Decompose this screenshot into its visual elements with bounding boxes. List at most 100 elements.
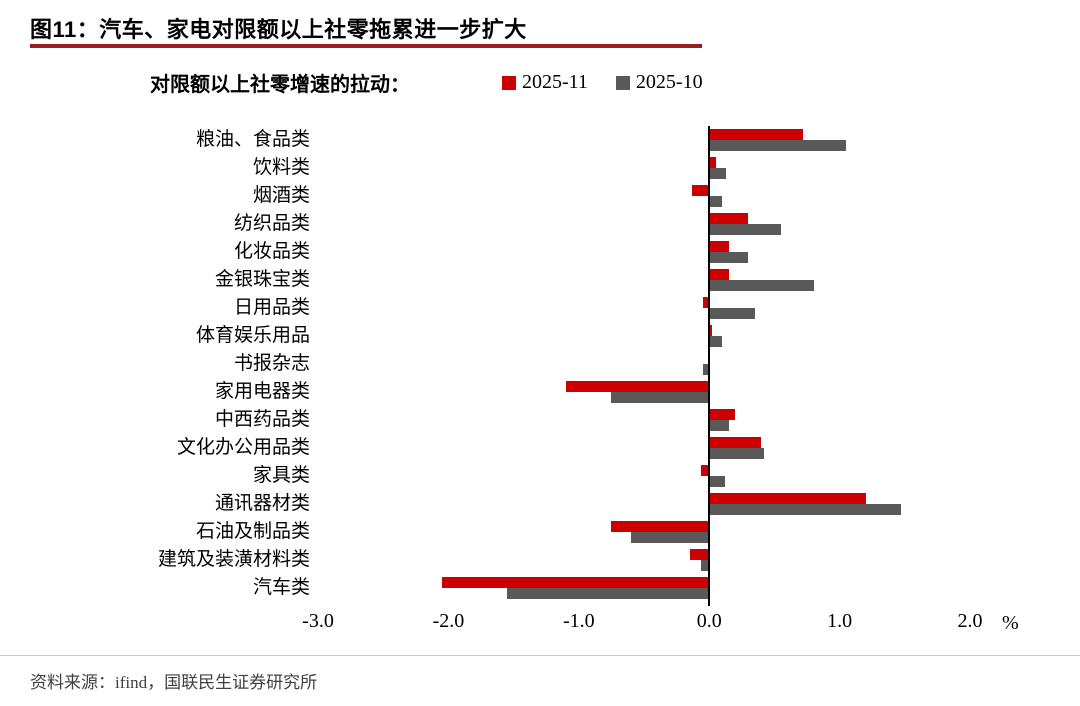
category-label: 建筑及装潢材料类 — [157, 549, 310, 570]
bar-2025-11 — [689, 549, 710, 560]
row-plot — [318, 574, 970, 602]
chart-row: 文化办公用品类 — [40, 434, 970, 462]
bar-2025-10 — [709, 252, 749, 263]
chart-row: 通讯器材类 — [40, 490, 970, 518]
bar-2025-10 — [709, 504, 901, 515]
bar-2025-11 — [611, 521, 710, 532]
bar-2025-11 — [565, 381, 710, 392]
row-plot — [318, 350, 970, 378]
axis-unit-label: % — [1002, 612, 1019, 634]
chart-row: 书报杂志 — [40, 350, 970, 378]
chart-row: 石油及制品类 — [40, 518, 970, 546]
row-plot — [318, 462, 970, 490]
bar-2025-10 — [630, 532, 710, 543]
category-label: 化妆品类 — [233, 241, 310, 262]
bar-2025-10 — [709, 476, 725, 487]
legend-item-2025-10: 2025-10 — [615, 71, 703, 94]
row-plot — [318, 406, 970, 434]
bar-2025-10 — [701, 560, 710, 571]
category-label: 纺织品类 — [233, 213, 310, 234]
chart-row: 粮油、食品类 — [40, 126, 970, 154]
category-label: 家用电器类 — [214, 381, 310, 402]
bar-2025-10 — [709, 140, 847, 151]
category-label: 家具类 — [252, 465, 310, 486]
figure-title: 图11：汽车、家电对限额以上社零拖累进一步扩大 — [30, 17, 527, 42]
bar-2025-11 — [709, 157, 716, 168]
chart-row: 饮料类 — [40, 154, 970, 182]
category-label: 汽车类 — [252, 577, 310, 598]
chart-row: 家具类 — [40, 462, 970, 490]
chart-row: 体育娱乐用品 — [40, 322, 970, 350]
bar-2025-10 — [709, 280, 814, 291]
row-plot — [318, 238, 970, 266]
bar-2025-10 — [709, 168, 727, 179]
chart-caption: 对限额以上社零增速的拉动： — [150, 74, 410, 96]
title-underline — [30, 44, 702, 48]
bar-2025-10 — [702, 364, 710, 375]
bar-2025-10 — [709, 308, 755, 319]
category-label: 石油及制品类 — [195, 521, 310, 542]
x-tick: -3.0 — [302, 610, 334, 632]
legend-swatch-red — [502, 75, 516, 90]
bar-2025-10 — [709, 420, 729, 431]
bar-2025-10 — [709, 448, 764, 459]
footer-divider — [0, 655, 1080, 656]
source-note: 资料来源：ifind，国联民生证券研究所 — [30, 673, 318, 692]
row-plot — [318, 126, 970, 154]
category-label: 烟酒类 — [252, 185, 310, 206]
category-label: 通讯器材类 — [214, 493, 310, 514]
legend-item-2025-11: 2025-11 — [502, 71, 588, 94]
bar-2025-11 — [709, 213, 749, 224]
chart-row: 日用品类 — [40, 294, 970, 322]
plot: 粮油、食品类饮料类烟酒类纺织品类化妆品类金银珠宝类日用品类体育娱乐用品书报杂志家… — [40, 126, 970, 606]
chart-row: 金银珠宝类 — [40, 266, 970, 294]
chart-row: 家用电器类 — [40, 378, 970, 406]
bar-2025-11 — [441, 577, 710, 588]
row-plot — [318, 210, 970, 238]
row-plot — [318, 266, 970, 294]
x-tick: -2.0 — [432, 610, 465, 632]
bar-2025-11 — [692, 185, 710, 196]
row-plot — [318, 154, 970, 182]
x-axis: -3.0 -2.0 -1.0 0.0 1.0 2.0 — [302, 610, 982, 636]
x-tick: 1.0 — [827, 610, 853, 632]
legend-label: 2025-11 — [522, 71, 588, 93]
legend-swatch-gray — [615, 75, 630, 90]
zero-axis-line — [708, 126, 711, 606]
bar-2025-11 — [709, 493, 866, 504]
plot-rows: 粮油、食品类饮料类烟酒类纺织品类化妆品类金银珠宝类日用品类体育娱乐用品书报杂志家… — [40, 126, 970, 602]
bar-2025-10 — [709, 336, 723, 347]
row-plot — [318, 434, 970, 462]
category-label: 中西药品类 — [214, 409, 310, 430]
bar-2025-11 — [709, 325, 712, 336]
chart-row: 建筑及装潢材料类 — [40, 546, 970, 574]
bar-2025-11 — [709, 437, 762, 448]
legend-row: 对限额以上社零增速的拉动： 2025-11 2025-10 — [150, 68, 731, 97]
x-tick: 0.0 — [696, 610, 722, 632]
bar-2025-11 — [709, 269, 729, 280]
bar-2025-11 — [709, 129, 804, 140]
x-tick: 2.0 — [957, 610, 983, 632]
category-label: 饮料类 — [252, 157, 310, 178]
chart-row: 烟酒类 — [40, 182, 970, 210]
bar-2025-10 — [709, 224, 781, 235]
row-plot — [318, 182, 970, 210]
row-plot — [318, 294, 970, 322]
legend: 2025-11 2025-10 — [502, 71, 731, 94]
category-label: 金银珠宝类 — [214, 269, 310, 290]
chart-row: 中西药品类 — [40, 406, 970, 434]
category-label: 体育娱乐用品 — [195, 325, 310, 346]
bar-2025-11 — [701, 465, 710, 476]
bar-2025-11 — [702, 297, 710, 308]
row-plot — [318, 546, 970, 574]
category-label: 日用品类 — [233, 297, 310, 318]
row-plot — [318, 378, 970, 406]
row-plot — [318, 490, 970, 518]
bar-2025-10 — [611, 392, 710, 403]
bar-2025-11 — [709, 409, 736, 420]
bar-2025-10 — [507, 588, 710, 599]
category-label: 文化办公用品类 — [176, 437, 310, 458]
bar-2025-10 — [709, 196, 723, 207]
chart-row: 纺织品类 — [40, 210, 970, 238]
